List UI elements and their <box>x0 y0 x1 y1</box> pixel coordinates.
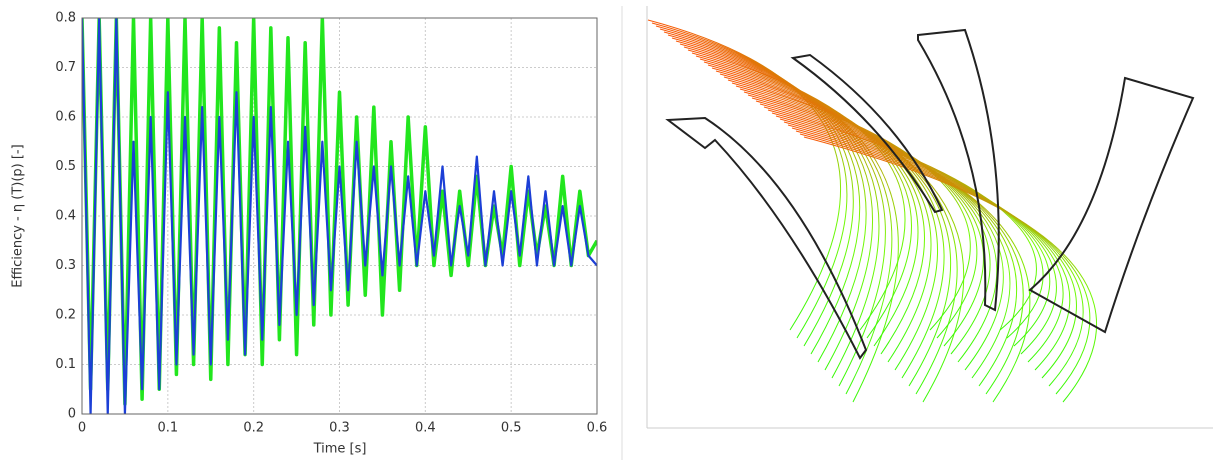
series-line <box>82 18 597 406</box>
y-tick-label: 0.8 <box>55 11 76 26</box>
blade-outline <box>917 28 1000 312</box>
x-tick-label: 0.3 <box>329 421 350 436</box>
y-tick-label: 0.6 <box>55 110 76 125</box>
streamline <box>775 115 1051 347</box>
plot-area <box>82 18 597 414</box>
streamline-view <box>646 6 1213 429</box>
x-tick-label: 0.1 <box>157 421 178 436</box>
y-tick-label: 0 <box>68 407 76 422</box>
streamline <box>659 28 861 355</box>
x-tick-label: 0.2 <box>243 421 264 436</box>
streamline <box>667 34 874 371</box>
plot-frame <box>81 17 598 415</box>
y-tick-label: 0.4 <box>55 209 76 224</box>
x-tick-label: 0.4 <box>415 421 436 436</box>
streamline <box>727 79 971 331</box>
streamline <box>715 70 952 387</box>
y-tick-label: 0.7 <box>55 60 76 75</box>
y-tick-label: 0.2 <box>55 308 76 323</box>
streamline <box>771 112 1044 339</box>
streamline <box>747 94 1004 371</box>
y-axis-label: Efficiency - η (T)(p) [-] <box>11 144 26 287</box>
y-tick-label: 0.3 <box>55 258 76 273</box>
streamline <box>719 73 958 395</box>
streamline <box>683 46 899 403</box>
blade-outline <box>665 116 868 360</box>
x-tick-label: 0.5 <box>501 421 522 436</box>
blade-outline <box>1028 76 1195 334</box>
blade-outline <box>790 53 944 214</box>
streamline <box>755 100 1017 387</box>
streamline <box>751 97 1011 379</box>
x-tick-label: 0 <box>78 421 86 436</box>
y-tick-label: 0.1 <box>55 357 76 372</box>
streamline <box>759 103 1024 395</box>
x-axis-label: Time [s] <box>313 442 367 457</box>
y-tick-label: 0.5 <box>55 159 76 174</box>
series-line <box>82 18 597 414</box>
streamline <box>711 67 945 379</box>
x-tick-label: 0.6 <box>587 421 608 436</box>
streamline <box>803 136 1098 403</box>
